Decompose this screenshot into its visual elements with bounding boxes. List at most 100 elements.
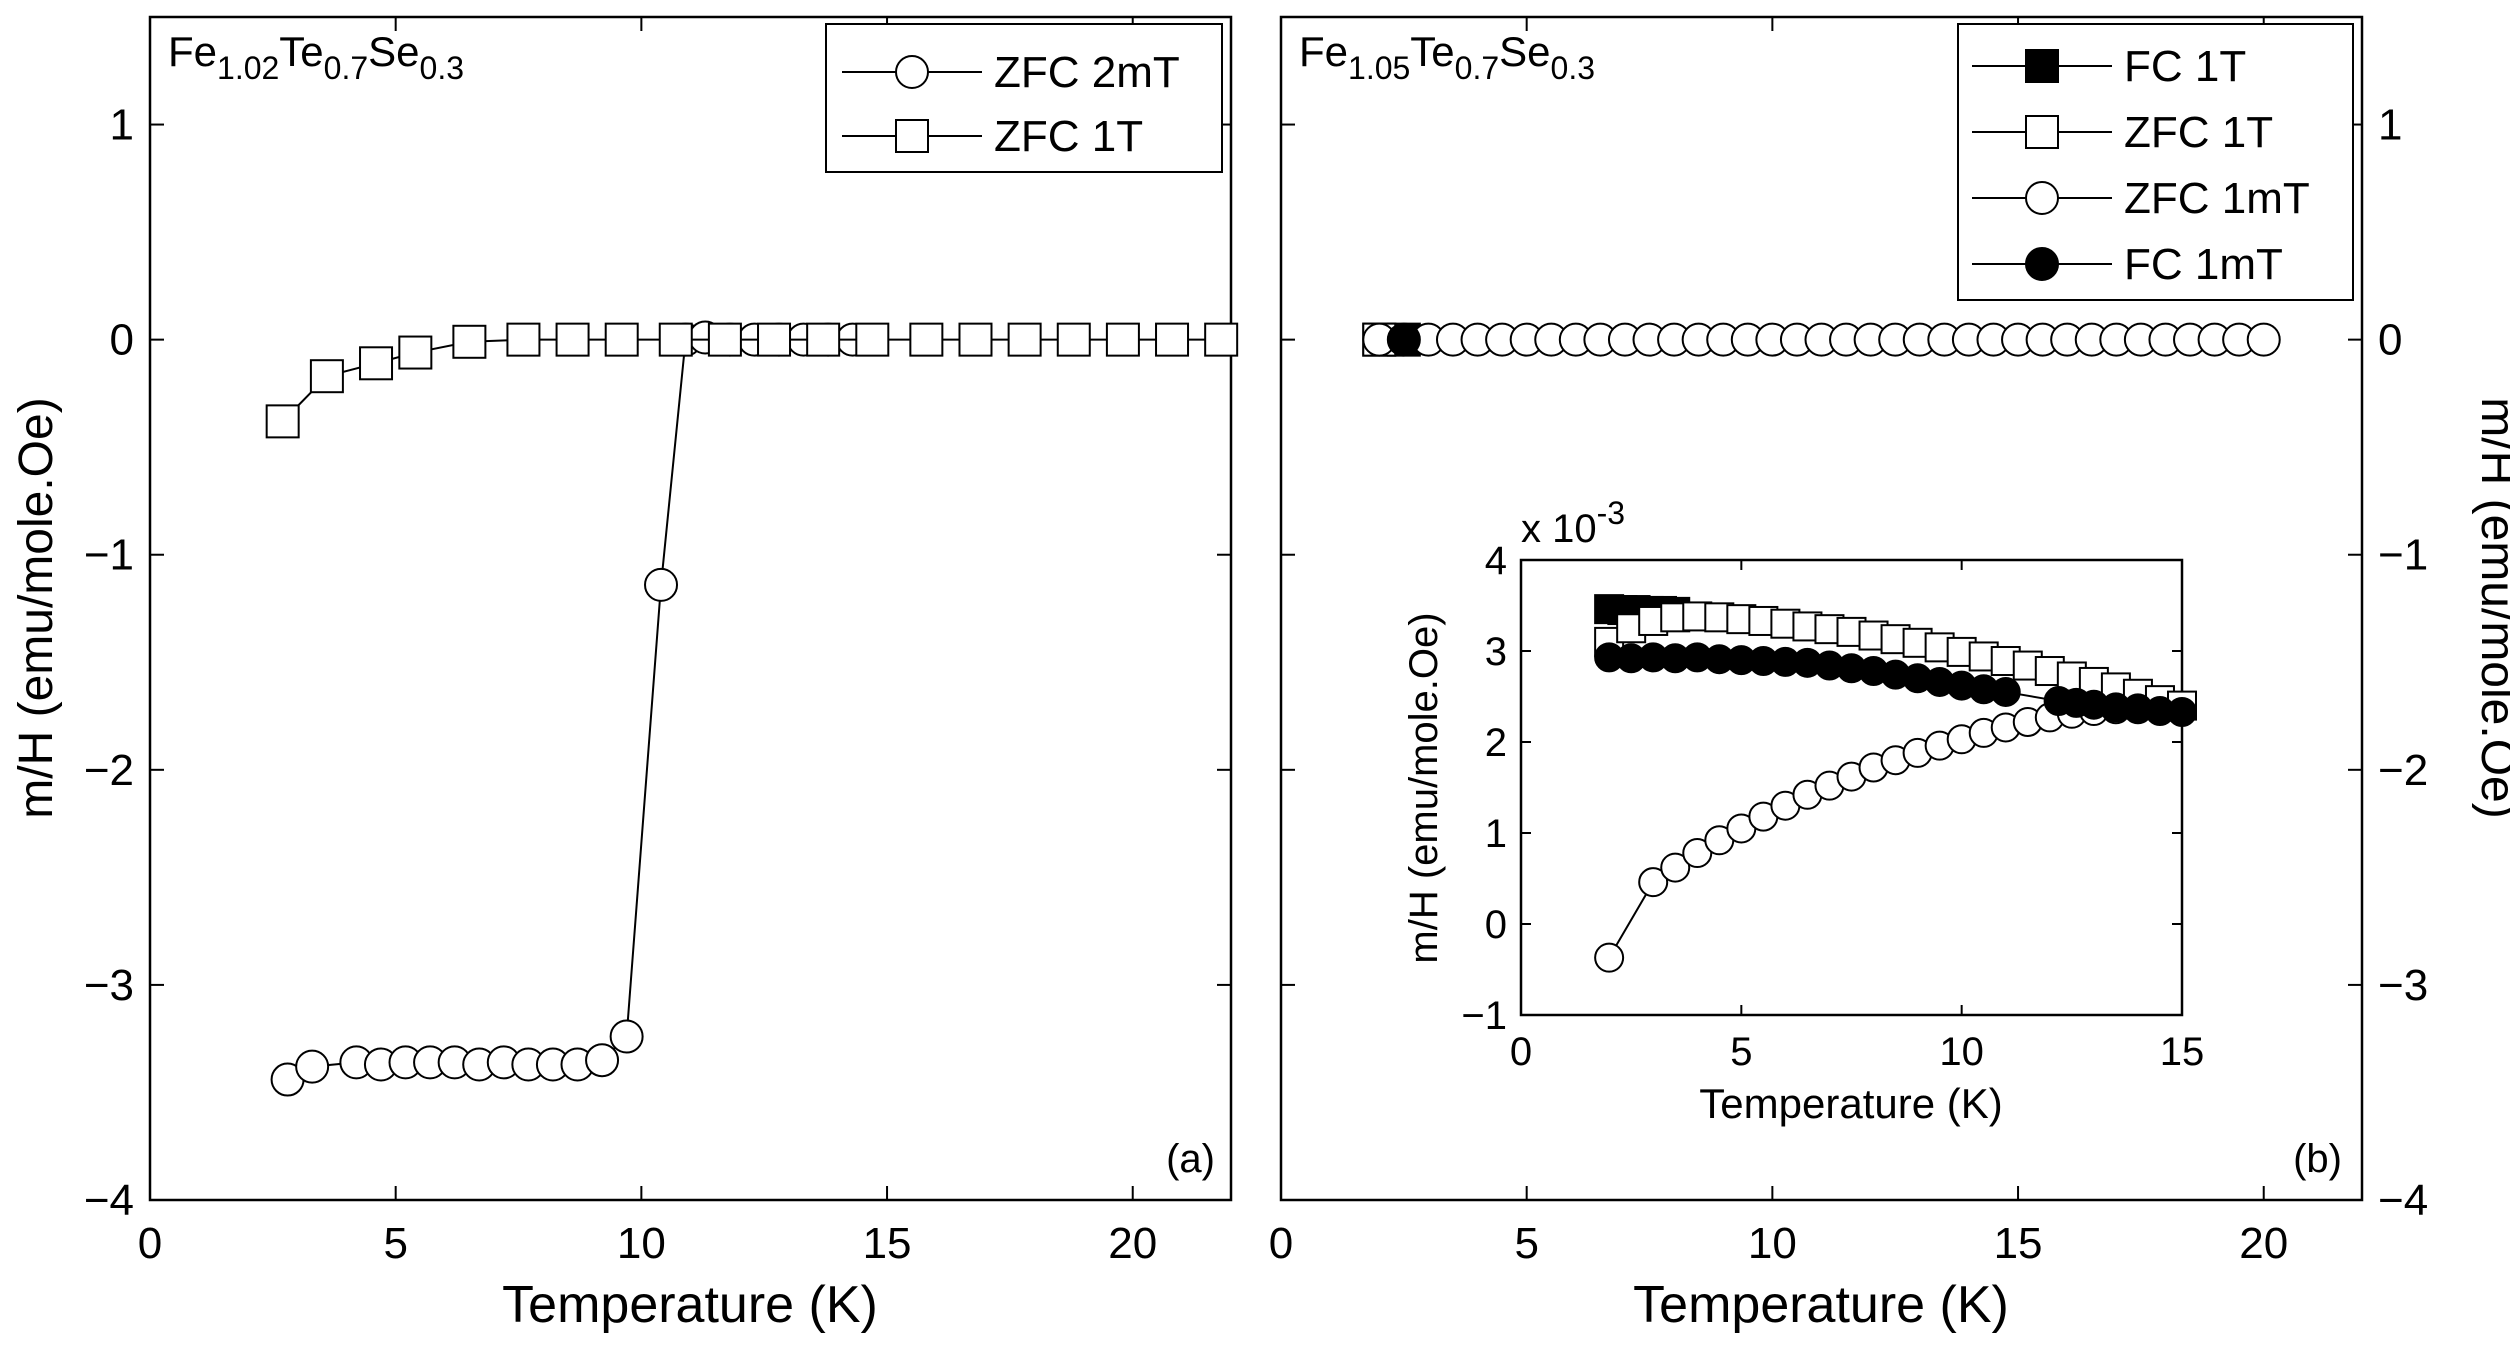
panel-a-legend-label-zfc-1t: ZFC 1T [994, 112, 1143, 161]
panel-b-y-tick-label: 1 [2378, 101, 2402, 150]
panel-b-legend-marker-zfc-1t [2025, 115, 2059, 149]
panel-a-y-tick-label: −4 [84, 1176, 134, 1225]
panel-a-legend-box [825, 23, 1223, 173]
panel-b-x-tick-label: 15 [1994, 1219, 2043, 1268]
panel-b-x-tick-label: 0 [1269, 1219, 1293, 1268]
panel-a-point-zfc-1t [604, 322, 639, 357]
inset-y-tick-label: 4 [1485, 539, 1507, 583]
panel-a-point-zfc-1t [909, 322, 944, 357]
panel-a-point-zfc-1t [855, 322, 890, 357]
panel-b-legend-marker-zfc-1mt [2025, 181, 2059, 215]
panel-b-y-tick-label: −2 [2378, 746, 2428, 795]
panel-b-formula: Fe1.05Te0.7Se0.3 [1299, 28, 1595, 86]
inset-y-axis-label: m/H (emu/mole.Oe) [1402, 612, 1446, 963]
panel-a-y-tick-label: −3 [84, 961, 134, 1010]
inset-point-zfc-1mt [1682, 838, 1713, 869]
panel-a-point-zfc-1t [958, 322, 993, 357]
panel-a-legend: ZFC 2mT ZFC 1T [825, 23, 1223, 173]
panel-a-point-zfc-2mt [609, 1019, 644, 1054]
panel-b-series [1362, 322, 2281, 357]
inset-y-tick-label: −1 [1461, 994, 1507, 1038]
panel-a-point-zfc-1t [555, 322, 590, 357]
inset-x-tick-label: 15 [2160, 1030, 2205, 1074]
panel-b-x-axis-label: Temperature (K) [1633, 1276, 2009, 1334]
panel-a-y-tick-label: 0 [110, 316, 134, 365]
panel-a-legend-marker-zfc-2mt [895, 55, 929, 89]
inset-multiplier: x 10-3 [1521, 495, 1625, 551]
panel-a-point-zfc-1t [398, 335, 433, 370]
panel-a-y-tick-label: −1 [84, 531, 134, 580]
panel-b-legend-marker-fc-1t [2025, 49, 2059, 83]
inset-x-tick-label: 0 [1510, 1030, 1532, 1074]
panel-b-point-zfc-1mt [2246, 322, 2281, 357]
panel-b-x-tick-label: 20 [2239, 1219, 2288, 1268]
panel-a-point-zfc-2mt [585, 1043, 620, 1078]
inset-y-tick-label: 1 [1485, 812, 1507, 856]
panel-b-point-fc-1mt [1386, 322, 1421, 357]
inset-y-tick-label: 0 [1485, 903, 1507, 947]
panel-a-y-tick-label: −2 [84, 746, 134, 795]
panel-b-ticks: 0 5 10 15 20−4−3−2−101 [1269, 17, 2428, 1268]
panel-a-legend-marker-zfc-1t [895, 119, 929, 153]
panel-a-point-zfc-1t [707, 322, 742, 357]
panel-b: 0 5 10 15 20−4−3−2−101 Fe1.05Te0.7Se0.3 (b) … [1269, 15, 2510, 1334]
inset-point-fc-1mt [1990, 676, 2021, 707]
panel-a-point-zfc-1t [265, 404, 300, 439]
panel-b-y-tick-label: −4 [2378, 1176, 2428, 1225]
panel-b-legend-marker-fc-1mt [2025, 247, 2059, 281]
panel-a-x-tick-label: 15 [863, 1219, 912, 1268]
inset-point-zfc-1mt [1594, 942, 1625, 973]
panel-a: 0 5 10 15 20−4−3−2−101 Fe1.02Te0.7Se0.3 (a) … [10, 15, 1239, 1334]
panel-a-y-axis-label: m/H (emu/mole.Oe) [10, 397, 63, 818]
panel-b-legend-label-fc-1mt: FC 1mT [2124, 240, 2283, 289]
panel-a-point-zfc-1t [1056, 322, 1091, 357]
inset-x-axis-label: Temperature (K) [1699, 1080, 2002, 1127]
panel-b-legend-label-zfc-1mt: ZFC 1mT [2124, 174, 2310, 223]
panel-b-legend-label-zfc-1t: ZFC 1T [2124, 108, 2273, 157]
panel-a-point-zfc-1t [658, 322, 693, 357]
panel-a-point-zfc-1t [1204, 322, 1239, 357]
panel-b-legend-label-fc-1t: FC 1T [2124, 42, 2246, 91]
panel-b-legend-box [1957, 23, 2354, 301]
panel-b-y-axis-label: m/H (emu/mole.Oe) [2471, 397, 2510, 818]
panel-a-label: (a) [1166, 1137, 1215, 1181]
panel-a-y-tick-label: 1 [110, 101, 134, 150]
panel-a-point-zfc-1t [806, 322, 841, 357]
panel-a-series [265, 320, 1239, 1097]
panel-a-plot-frame [148, 15, 1233, 1202]
panel-a-formula: Fe1.02Te0.7Se0.3 [168, 28, 464, 86]
panel-a-x-tick-label: 0 [138, 1219, 162, 1268]
panel-b-x-tick-label: 10 [1748, 1219, 1797, 1268]
panel-a-point-zfc-1t [359, 346, 394, 381]
panel-a-point-zfc-1t [1007, 322, 1042, 357]
panel-a-x-tick-label: 20 [1108, 1219, 1157, 1268]
inset-x-tick-label: 10 [1939, 1030, 1984, 1074]
panel-b-label: (b) [2293, 1137, 2342, 1181]
panel-a-point-zfc-1t [1105, 322, 1140, 357]
inset-y-tick-label: 3 [1485, 630, 1507, 674]
panel-a-x-tick-label: 10 [617, 1219, 666, 1268]
panel-a-point-zfc-1t [757, 322, 792, 357]
panel-b-y-tick-label: 0 [2378, 316, 2402, 365]
inset-x-tick-label: 5 [1730, 1030, 1752, 1074]
inset-point-zfc-1mt [1638, 867, 1669, 898]
panel-b-legend: FC 1T ZFC 1T ZFC 1mT FC 1mT [1957, 23, 2354, 301]
panel-a-point-zfc-1t [452, 324, 487, 359]
inset-point-zfc-1mt [1660, 852, 1691, 883]
panel-b-y-tick-label: −1 [2378, 531, 2428, 580]
panel-a-x-tick-label: 5 [383, 1219, 407, 1268]
panel-a-ticks: 0 5 10 15 20 −4 −3 −2 −1 0 1 [84, 17, 1231, 1268]
panel-b-y-tick-label: −3 [2378, 961, 2428, 1010]
inset-y-tick-label: 2 [1485, 721, 1507, 765]
panel-a-point-zfc-1t [506, 322, 541, 357]
panel-a-legend-label-zfc-2mt: ZFC 2mT [994, 48, 1180, 97]
inset-point-fc-1mt [2167, 696, 2197, 727]
panel-a-point-zfc-2mt [644, 567, 679, 602]
panel-b-x-tick-label: 5 [1514, 1219, 1538, 1268]
inset-series [1594, 594, 2197, 973]
panel-a-x-axis-label: Temperature (K) [502, 1276, 878, 1334]
panel-a-point-zfc-1t [1155, 322, 1190, 357]
